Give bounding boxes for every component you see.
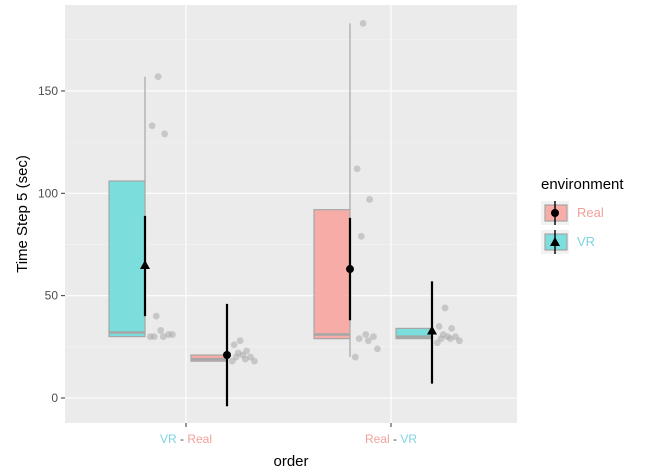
data-point — [230, 341, 238, 349]
data-point — [146, 333, 154, 340]
mean-marker — [427, 325, 437, 335]
data-point — [448, 325, 455, 332]
mean-marker — [223, 351, 231, 360]
grid-major — [65, 5, 517, 423]
data-point — [157, 327, 165, 334]
x-tick-label: Real - VR — [365, 432, 417, 446]
x-tick-label-part: VR — [160, 432, 177, 446]
box-vr — [108, 180, 146, 338]
data-point — [236, 337, 244, 345]
data-point — [161, 130, 169, 138]
y-tick-label: 0 — [51, 391, 58, 405]
data-point — [456, 337, 463, 345]
y-tick-label: 150 — [38, 84, 58, 98]
y-axis-title: Time Step 5 (sec) — [14, 155, 31, 273]
mean-marker — [346, 265, 354, 274]
x-axis-title: order — [273, 453, 308, 470]
data-point — [228, 357, 236, 365]
box-real — [313, 209, 351, 340]
data-point — [359, 19, 367, 27]
y-tick-label: 100 — [38, 186, 58, 200]
chart-marks — [108, 19, 463, 407]
data-point — [441, 304, 449, 312]
legend-key-marker — [550, 237, 560, 246]
data-point — [433, 339, 441, 347]
data-point — [351, 353, 359, 361]
legend-key-marker — [551, 209, 559, 217]
legend-title: environment — [541, 176, 624, 193]
data-point — [362, 331, 370, 338]
data-point — [152, 312, 160, 320]
data-point — [374, 345, 381, 353]
data-point — [366, 196, 373, 203]
data-point — [364, 337, 372, 345]
data-point — [446, 335, 454, 343]
x-tick-label-part: - — [390, 432, 397, 446]
legend-label-real: Real — [577, 205, 604, 220]
data-point — [241, 355, 249, 363]
data-point — [169, 331, 176, 338]
data-point — [357, 232, 365, 240]
x-tick-label: VR - Real — [160, 432, 212, 446]
legend-label-vr: VR — [577, 234, 595, 249]
y-tick-label: 50 — [45, 289, 59, 303]
x-tick-label-part: VR — [397, 432, 417, 446]
data-point — [353, 165, 361, 173]
data-point — [159, 333, 167, 340]
data-point — [251, 357, 258, 365]
data-point — [148, 122, 156, 130]
data-point — [355, 335, 363, 343]
legend: environment Real VR — [541, 176, 624, 254]
data-point — [370, 333, 377, 340]
x-tick-label-part: Real — [184, 432, 212, 446]
mean-marker — [140, 259, 150, 269]
data-point — [154, 73, 162, 81]
x-tick-label-part: Real — [365, 432, 390, 446]
data-point — [435, 322, 443, 330]
x-tick-label-part: - — [177, 432, 184, 446]
